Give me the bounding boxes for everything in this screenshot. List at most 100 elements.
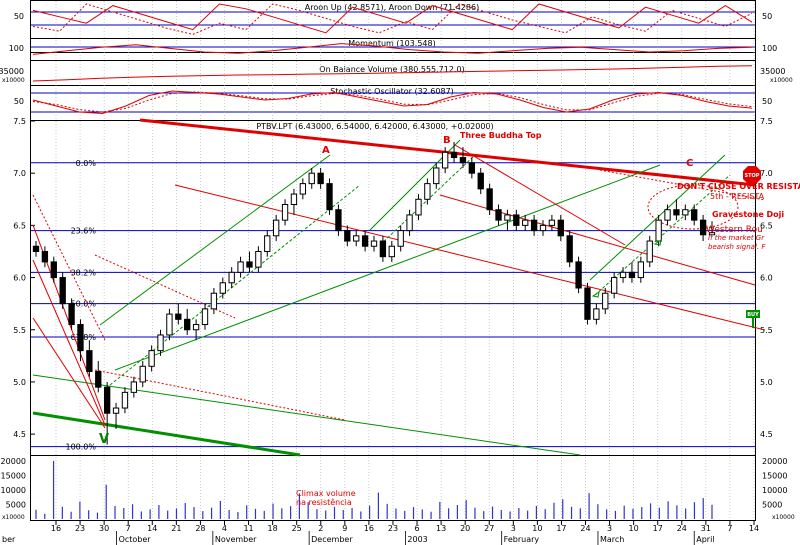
price-y-tick-left: 7.0 — [13, 169, 26, 178]
volume-y-tick-left: 15000 — [1, 471, 26, 480]
volume-bar — [562, 499, 564, 519]
candle-body — [504, 214, 511, 221]
volume-bar — [553, 502, 555, 519]
candle — [548, 214, 556, 231]
volume-bar — [289, 506, 292, 519]
candle — [602, 288, 609, 315]
volume-bar — [35, 509, 37, 519]
candle — [441, 147, 449, 174]
candle — [103, 381, 111, 445]
candle — [326, 178, 333, 215]
aroon-title: Aroon Up (42.8571), Aroon Down (71.4286) — [305, 3, 479, 12]
volume-bar — [263, 510, 265, 519]
red-down-line — [454, 144, 626, 246]
candle-body — [77, 324, 84, 352]
volume-bar — [88, 510, 90, 519]
candle-body — [433, 167, 440, 185]
volume-bar — [588, 493, 590, 519]
candle-body — [486, 188, 493, 211]
candle-body — [192, 324, 200, 331]
price-y-tick-left: 7.5 — [13, 117, 26, 126]
x-tick-label: 24 — [580, 524, 590, 533]
momentum-y-tick-left: 100 — [9, 44, 24, 53]
candle-body — [397, 230, 404, 247]
month-label: February — [504, 535, 540, 544]
volume-bars — [35, 460, 713, 519]
volume-bar — [369, 505, 371, 519]
label-v: V — [99, 432, 109, 447]
candle — [699, 214, 707, 242]
candle — [575, 256, 582, 294]
volume-bar — [228, 509, 230, 519]
candle-body — [121, 391, 129, 409]
aroon-line-up — [32, 3, 753, 34]
candle — [539, 220, 547, 236]
volume-bar — [702, 498, 704, 519]
x-tick-label: 16 — [51, 524, 61, 533]
volume-bar — [44, 513, 46, 519]
candle-body — [32, 245, 40, 252]
volume-bar — [641, 507, 643, 519]
volume-bar — [272, 503, 274, 519]
candle — [406, 209, 413, 236]
month-label: October — [119, 535, 152, 544]
candle-body — [450, 151, 458, 159]
indicator-y-labels: 50 50 100 100 35000 x10000 35000 x10000 … — [0, 12, 793, 106]
x-tick-label: 13 — [436, 524, 446, 533]
volume-bar — [658, 507, 660, 519]
candle-body — [139, 365, 146, 383]
month-label: November — [215, 535, 257, 544]
volume-bar — [175, 508, 178, 519]
volume-bar — [61, 506, 63, 519]
stochastic-y-tick-left: 50 — [14, 97, 24, 106]
candle-body — [246, 261, 253, 268]
volume-bar — [246, 505, 248, 519]
candle-body — [628, 271, 636, 279]
candle-body — [495, 209, 502, 221]
candle-body — [219, 282, 226, 294]
obv-unit-left: x10000 — [2, 77, 25, 84]
candle — [77, 319, 84, 362]
x-tick-label: 4 — [222, 524, 227, 533]
month-label-partial: ber — [2, 535, 16, 544]
candle — [264, 230, 271, 257]
candle-body — [103, 386, 111, 414]
candle — [50, 256, 57, 283]
stochastic-y-tick-right: 50 — [762, 97, 772, 106]
volume-bar — [606, 509, 608, 519]
candle — [281, 199, 289, 226]
x-tick-label: 6 — [414, 524, 419, 533]
obv-line — [32, 65, 753, 82]
candle-body — [281, 204, 289, 221]
obv-title: On Balance Volume (380,555,712.0) — [319, 65, 464, 74]
red-dashed-2 — [94, 369, 346, 421]
label-a: A — [322, 145, 330, 156]
volume-bar — [623, 505, 625, 519]
volume-bar — [79, 501, 81, 519]
volume-y-tick-left: 20000 — [1, 457, 26, 466]
candle-body — [379, 240, 387, 258]
stochastic-line-d — [32, 91, 753, 113]
volume-bar — [544, 509, 546, 519]
volume-bar — [70, 511, 72, 519]
candle — [522, 214, 529, 231]
candle — [584, 282, 591, 325]
candle-body — [326, 183, 333, 211]
candle-body — [148, 350, 155, 367]
candle-body — [41, 250, 49, 263]
month-label: 2003 — [407, 535, 427, 544]
x-tick-label: 21 — [171, 524, 181, 533]
volume-bar — [500, 509, 502, 519]
price-y-tick-right: 7.0 — [760, 169, 773, 178]
candle-body — [175, 313, 182, 320]
candle-body — [353, 235, 360, 242]
candle-body — [59, 277, 66, 305]
candle — [673, 199, 680, 221]
x-tick-label: 17 — [556, 524, 566, 533]
climax-volume-note-line1: Climax volume — [296, 489, 356, 498]
volume-bar — [105, 484, 107, 519]
volume-bar — [167, 510, 169, 519]
candle — [370, 235, 378, 252]
volume-bar — [570, 506, 573, 519]
candle — [361, 230, 369, 252]
